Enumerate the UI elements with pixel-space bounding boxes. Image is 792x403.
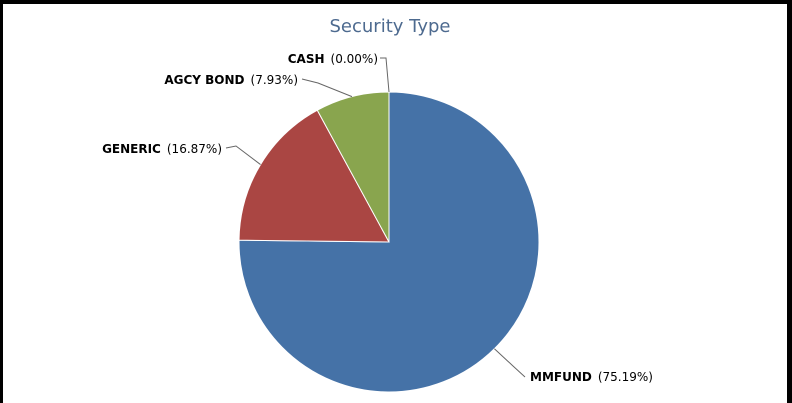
data-label-percent: (7.93%) <box>251 73 298 87</box>
chart-title: Security Type <box>329 16 451 37</box>
data-label-name: AGCY BOND <box>164 73 244 87</box>
data-label-name: CASH <box>288 52 325 66</box>
data-label-mmfund: MMFUND (75.19%) <box>530 370 653 384</box>
data-label-name: MMFUND <box>530 370 592 384</box>
leader-line-mmfund <box>494 348 526 378</box>
data-label-percent: (75.19%) <box>598 370 653 384</box>
data-label-agcy-bond: AGCY BOND (7.93%) <box>164 73 298 87</box>
pie-slice-generic <box>238 109 390 243</box>
pie-slices <box>238 91 540 393</box>
leader-line-generic <box>225 145 261 165</box>
leader-line-cash <box>380 57 390 93</box>
data-label-percent: (0.00%) <box>331 52 378 66</box>
data-label-percent: (16.87%) <box>167 142 222 156</box>
data-label-name: GENERIC <box>102 142 161 156</box>
data-label-generic: GENERIC (16.87%) <box>102 142 222 156</box>
pie-labels: MMFUND (75.19%) GENERIC (16.87%) AGCY BOND (7… <box>102 52 653 384</box>
data-label-cash: CASH (0.00%) <box>288 52 378 66</box>
leader-line-agcy-bond <box>301 78 353 98</box>
